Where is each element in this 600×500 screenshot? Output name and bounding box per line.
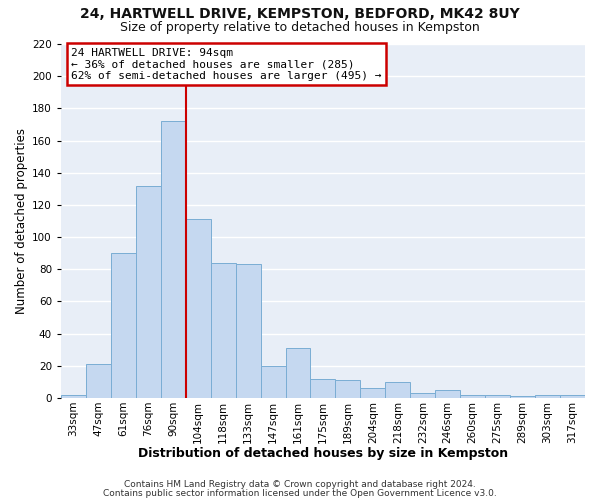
Bar: [211, 263, 236, 398]
Bar: [510, 396, 535, 398]
Text: 24, HARTWELL DRIVE, KEMPSTON, BEDFORD, MK42 8UY: 24, HARTWELL DRIVE, KEMPSTON, BEDFORD, M…: [80, 8, 520, 22]
Bar: [86, 364, 111, 398]
Bar: [260, 366, 286, 398]
Bar: [286, 348, 310, 398]
Bar: [61, 394, 86, 398]
Bar: [560, 394, 585, 398]
Bar: [460, 394, 485, 398]
Bar: [335, 380, 361, 398]
Text: Size of property relative to detached houses in Kempston: Size of property relative to detached ho…: [120, 21, 480, 34]
Bar: [385, 382, 410, 398]
Bar: [186, 220, 211, 398]
Bar: [485, 394, 510, 398]
Bar: [161, 121, 186, 398]
Bar: [361, 388, 385, 398]
Text: Contains HM Land Registry data © Crown copyright and database right 2024.: Contains HM Land Registry data © Crown c…: [124, 480, 476, 489]
Bar: [310, 378, 335, 398]
Bar: [410, 393, 435, 398]
Bar: [236, 264, 260, 398]
Bar: [136, 186, 161, 398]
Bar: [435, 390, 460, 398]
Y-axis label: Number of detached properties: Number of detached properties: [15, 128, 28, 314]
Bar: [111, 253, 136, 398]
Text: 24 HARTWELL DRIVE: 94sqm
← 36% of detached houses are smaller (285)
62% of semi-: 24 HARTWELL DRIVE: 94sqm ← 36% of detach…: [71, 48, 382, 80]
X-axis label: Distribution of detached houses by size in Kempston: Distribution of detached houses by size …: [138, 447, 508, 460]
Text: Contains public sector information licensed under the Open Government Licence v3: Contains public sector information licen…: [103, 488, 497, 498]
Bar: [535, 394, 560, 398]
